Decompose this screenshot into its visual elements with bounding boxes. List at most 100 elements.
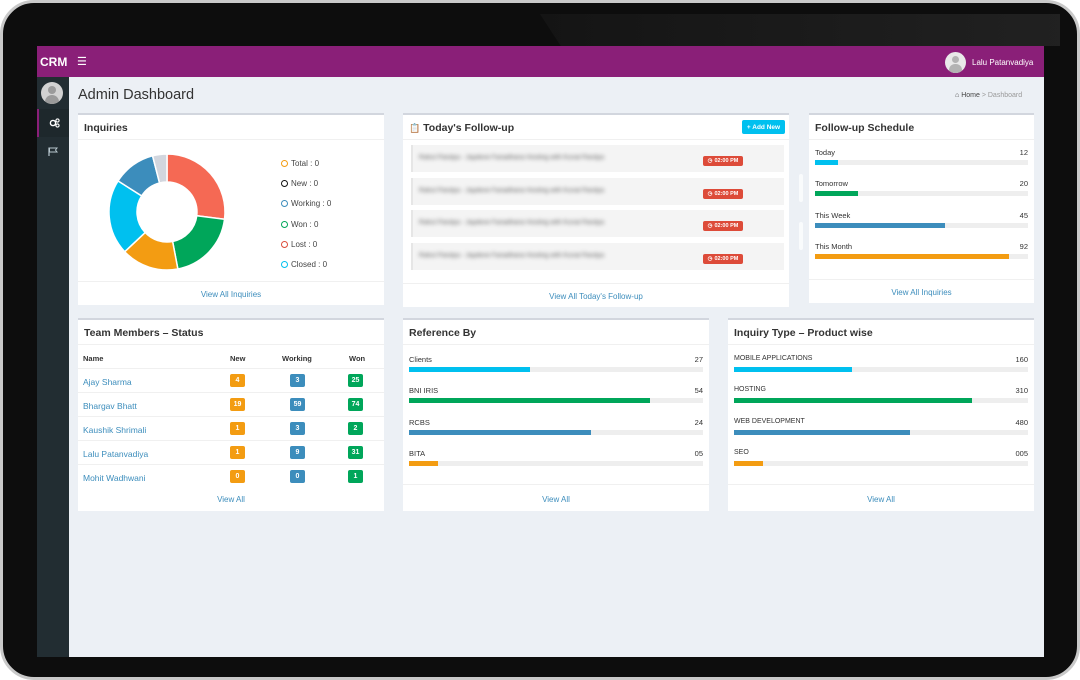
legend-dot-icon — [281, 200, 288, 208]
badge-won[interactable]: 25 — [348, 374, 363, 387]
legend-dot-icon — [281, 240, 288, 248]
team-member-name[interactable]: Bhargav Bhatt — [83, 400, 137, 411]
reference-row: RCBS 24 — [409, 418, 703, 436]
home-icon: ⌂ — [955, 92, 960, 99]
followup-item-text: Rahul Pandya - Jaydeve Fanadhana Hosting… — [419, 252, 605, 260]
legend-dot-icon — [281, 261, 288, 268]
followup-item-text: Rahul Pandya - Jaydeve Fanadhana Hosting… — [419, 154, 605, 161]
legend-dot-icon — [281, 160, 288, 167]
badge-working[interactable]: 3 — [290, 421, 305, 435]
user-name[interactable]: Lalu Patanvadiya — [972, 58, 1034, 67]
reference-progress-track — [409, 460, 703, 466]
followup-item[interactable]: Rahul Pandya - Jaydeve Fanadhana Hosting… — [411, 145, 784, 172]
team-member-name[interactable]: Lalu Patanvadiya — [83, 448, 149, 459]
legend-label: Won : 0 — [291, 219, 319, 229]
top-navbar: CRM ☰ Lalu Patanvadiya — [37, 46, 1044, 77]
view-all-schedule-link[interactable]: View All Inquiries — [891, 288, 952, 297]
breadcrumb-separator: > — [981, 92, 986, 99]
inquiry_type-row-value: 480 — [1015, 417, 1028, 427]
reference-title: Reference By — [409, 327, 477, 339]
badge-new[interactable]: 4 — [230, 374, 245, 387]
schedule-progress-fill — [815, 160, 839, 165]
legend-dot-icon — [281, 180, 288, 188]
schedule-row-value: 92 — [1019, 241, 1028, 251]
badge-won[interactable]: 1 — [348, 469, 363, 483]
inquiry_type-progress-track — [734, 398, 1028, 404]
schedule-progress-track — [815, 253, 1028, 259]
badge-won[interactable]: 74 — [348, 397, 363, 411]
schedule-row-label: Tomorrow — [815, 179, 848, 189]
badge-won[interactable]: 31 — [348, 445, 363, 459]
reference-row-value: 05 — [694, 448, 703, 458]
calendar-icon: 📋 — [409, 123, 421, 133]
followup-item[interactable]: Rahul Pandya - Jaydeve Fanadhana Hosting… — [411, 177, 784, 205]
view-all-inquiry-type-link[interactable]: View All — [867, 495, 895, 504]
followup-item[interactable]: Rahul Pandya - Jaydeve Fanadhana Hosting… — [411, 210, 784, 238]
badge-working[interactable]: 3 — [290, 374, 305, 387]
schedule-progress-fill — [815, 253, 1009, 259]
schedule-row: Tomorrow 20 — [815, 179, 1028, 197]
schedule-progress-fill — [815, 191, 858, 197]
schedule-row-value: 45 — [1019, 210, 1028, 220]
reference-progress-track — [409, 429, 703, 435]
schedule-row-label: This Month — [815, 241, 853, 251]
badge-working[interactable]: 9 — [290, 445, 305, 459]
reference-progress-fill — [409, 460, 439, 466]
inquiry_type-progress-track — [734, 367, 1028, 372]
view-all-team-link[interactable]: View All — [217, 495, 245, 504]
followup-item[interactable]: Rahul Pandya - Jaydeve Fanadhana Hosting… — [411, 243, 784, 271]
user-avatar[interactable] — [945, 52, 966, 73]
team-member-name[interactable]: Ajay Sharma — [83, 377, 132, 387]
team-row: Kaushik Shrimali 1 3 2 — [78, 415, 384, 440]
badge-won[interactable]: 2 — [348, 421, 363, 435]
badge-working[interactable]: 0 — [290, 469, 305, 483]
breadcrumb-home[interactable]: Home — [961, 92, 980, 99]
inquiries-donut-chart — [108, 153, 226, 271]
team-member-name[interactable]: Mohit Wadhwani — [83, 472, 146, 483]
schedule-row-label: Today — [815, 148, 836, 157]
app-logo[interactable]: CRM — [40, 55, 68, 69]
team-member-name[interactable]: Kaushik Shrimali — [83, 424, 147, 435]
schedule-row-label: This Week — [815, 210, 851, 220]
inquiry_type-row-value: 310 — [1015, 386, 1028, 396]
inquiry_type-row: WEB DEVELOPMENT 480 — [734, 418, 1028, 436]
app-screen: CRM ☰ Lalu Patanvadiya Admin Dashboard ⌂… — [37, 46, 1044, 657]
panel-divider — [78, 344, 384, 345]
reference-progress-track — [409, 398, 703, 404]
view-all-reference-link[interactable]: View All — [542, 495, 570, 504]
badge-new[interactable]: 19 — [230, 397, 245, 411]
badge-new[interactable]: 1 — [230, 445, 245, 459]
donut-slice-won — [171, 214, 226, 270]
inquiry_type-row-label: WEB DEVELOPMENT — [734, 417, 805, 425]
team-title: Team Members – Status — [84, 327, 204, 339]
reference-row: Clients 27 — [409, 355, 703, 373]
cogs-icon — [49, 118, 60, 128]
legend-label: Total : 0 — [291, 159, 320, 168]
sidebar-item-flag[interactable] — [37, 137, 69, 165]
view-all-followup-link[interactable]: View All Today's Follow-up — [549, 292, 643, 301]
hamburger-icon[interactable]: ☰ — [77, 56, 87, 68]
badge-working[interactable]: 59 — [290, 397, 305, 411]
badge-new[interactable]: 1 — [230, 421, 245, 435]
bezel-reflection — [540, 14, 1060, 46]
inquiry_type-row: SEO 005 — [734, 449, 1028, 467]
panel-divider — [78, 139, 384, 140]
reference-row-value: 54 — [694, 386, 703, 396]
add-new-followup-button[interactable]: + Add New — [742, 120, 785, 134]
panel-divider — [403, 139, 789, 140]
team-row: Lalu Patanvadiya 1 9 31 — [78, 439, 384, 464]
view-all-inquiries-link[interactable]: View All Inquiries — [200, 290, 262, 299]
legend-item: Working : 0 — [281, 199, 331, 208]
team-row: Mohit Wadhwani 0 0 1 — [78, 463, 384, 488]
legend-item: Lost : 0 — [281, 240, 317, 249]
schedule-panel: Follow-up Schedule Today 12 Tomorrow 20 This… — [809, 113, 1034, 303]
followup-panel: 📋 Today's Follow-up + Add New Rahul Pand… — [403, 113, 789, 307]
legend-item: Total : 0 — [281, 159, 319, 168]
panel-divider — [728, 344, 1034, 345]
schedule-progress-track — [815, 160, 1028, 165]
inquiry_type-progress-fill — [734, 367, 852, 372]
badge-new[interactable]: 0 — [230, 469, 245, 483]
sidebar-item-dashboard[interactable] — [37, 109, 69, 137]
legend-item: Won : 0 — [281, 220, 318, 229]
schedule-row: This Month 92 — [815, 242, 1028, 260]
